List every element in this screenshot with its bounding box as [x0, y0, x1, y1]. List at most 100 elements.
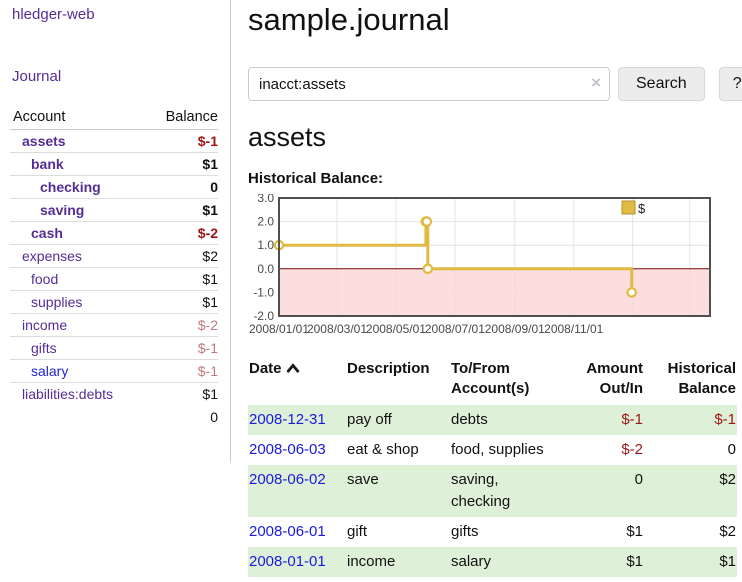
hledger-web-link[interactable]: hledger-web [12, 6, 95, 23]
historical-balance-column-header: Historical Balance [667, 360, 736, 397]
data-point-marker [421, 216, 433, 227]
search-button[interactable]: Search [618, 67, 705, 101]
date-column-header[interactable]: Date [248, 357, 346, 405]
account-row: food $1 [10, 267, 218, 291]
transaction-description: save [347, 471, 379, 488]
account-row: saving $1 [10, 198, 218, 222]
main-content: sample.journal × Search ? assets Histori… [231, 0, 742, 582]
x-axis-tick: 2008/07/01 [425, 322, 485, 336]
search-input[interactable] [248, 67, 610, 101]
x-axis-tick: 2008/09/01 [485, 322, 545, 336]
help-button[interactable]: ? [718, 67, 742, 101]
sidebar: hledger-web Journal Account Balance asse… [0, 0, 231, 462]
account-balance: $1 [145, 152, 218, 176]
account-balance: $-1 [145, 336, 218, 360]
sidebar-account-supplies[interactable]: supplies [31, 294, 83, 310]
y-axis-tick: 3.0 [257, 194, 274, 205]
transaction-amount: $-2 [621, 441, 643, 458]
transaction-amount: $1 [626, 523, 643, 540]
sidebar-account-liabilities-debts[interactable]: liabilities:debts [22, 386, 114, 402]
balance-column-header: Balance [145, 106, 218, 130]
sidebar-account-assets[interactable]: assets [22, 133, 66, 149]
account-row: liabilities:debts $1 [10, 382, 218, 405]
app-brand: hledger-web [12, 6, 230, 24]
y-axis-tick: -1.0 [253, 285, 274, 299]
account-row: checking 0 [10, 175, 218, 199]
transaction-date-link[interactable]: 2008-01-01 [249, 553, 326, 570]
legend-label: $ [638, 201, 646, 216]
sidebar-nav: Journal [12, 68, 230, 86]
transactions-header-row: Date Description To/From Account(s) Amou… [248, 357, 737, 405]
sidebar-account-saving[interactable]: saving [40, 202, 85, 218]
account-balance: $2 [145, 244, 218, 268]
y-axis-tick: -2.0 [253, 309, 274, 323]
sidebar-account-expenses[interactable]: expenses [22, 248, 82, 264]
chart-title: Historical Balance: [248, 170, 384, 187]
description-column-header: Description [347, 360, 430, 377]
transaction-date-link[interactable]: 2008-06-02 [249, 471, 326, 488]
account-row: expenses $2 [10, 244, 218, 268]
transaction-description: pay off [347, 411, 392, 428]
accounts-column-header: Account [10, 106, 146, 130]
transactions-table: Date Description To/From Account(s) Amou… [248, 357, 737, 577]
account-row: income $-2 [10, 313, 218, 337]
page-title: sample.journal [248, 2, 450, 37]
transaction-balance: $-1 [714, 411, 736, 428]
account-balance: $1 [145, 198, 218, 222]
transaction-accounts: saving, checking [451, 471, 511, 510]
transaction-row: 2008-06-03 eat & shop food, supplies $-2 0 [248, 435, 737, 465]
transaction-accounts: gifts [451, 523, 479, 540]
transaction-amount: $-1 [621, 411, 643, 428]
search-box: × [248, 67, 610, 101]
transaction-row: 2008-06-01 gift gifts $1 $2 [248, 517, 737, 547]
account-balance: $1 [145, 382, 218, 405]
accounts-table: Account Balance assets $-1 bank $1 checking 0… [10, 106, 218, 429]
accounts-total-row: 0 [10, 405, 218, 429]
x-axis-tick: 2008/01/01 [249, 322, 309, 336]
transaction-accounts: debts [451, 411, 488, 428]
account-row: cash $-2 [10, 221, 218, 245]
sidebar-account-gifts[interactable]: gifts [31, 340, 57, 356]
account-balance: $-2 [145, 221, 218, 245]
amount-column-header: Amount Out/In [586, 360, 643, 397]
y-axis-tick: 1.0 [257, 238, 274, 252]
chart-container: $3.0 2.0 1.0 0.0 -1.0 -2.0 2008/01/01 2008/03/0… [248, 191, 742, 346]
x-axis-tick: 2008/11/01 [544, 322, 603, 336]
historical-balance-chart: $3.0 2.0 1.0 0.0 -1.0 -2.02008/01/012008/03/0… [249, 191, 711, 336]
y-axis-tick: 2.0 [257, 215, 274, 229]
x-axis-tick: 2008/05/01 [366, 322, 426, 336]
sidebar-account-food[interactable]: food [31, 271, 59, 287]
transaction-date-link[interactable]: 2008-06-03 [249, 441, 326, 458]
x-axis-tick: 2008/03/01 [307, 322, 367, 336]
sort-ascending-icon [286, 359, 300, 379]
account-row: gifts $-1 [10, 336, 218, 360]
transaction-amount: 0 [634, 471, 643, 488]
sidebar-account-salary[interactable]: salary [31, 363, 69, 379]
sidebar-account-cash[interactable]: cash [31, 225, 63, 241]
transaction-accounts: salary [451, 553, 492, 570]
sidebar-account-checking[interactable]: checking [40, 179, 101, 195]
clear-search-icon[interactable]: × [591, 73, 601, 92]
transaction-date-link[interactable]: 2008-06-01 [249, 523, 326, 540]
transaction-accounts: food, supplies [451, 441, 544, 458]
sidebar-account-income[interactable]: income [22, 317, 68, 333]
search-form: × Search ? [248, 67, 742, 101]
account-row: supplies $1 [10, 290, 218, 314]
account-row: assets $-1 [10, 130, 218, 153]
transaction-balance: $2 [719, 523, 736, 540]
sidebar-account-bank[interactable]: bank [31, 156, 64, 172]
transaction-row: 2008-01-01 income salary $1 $1 [248, 547, 737, 577]
transaction-description: income [347, 553, 396, 570]
transaction-balance: $1 [719, 553, 736, 570]
account-row: salary $-1 [10, 359, 218, 383]
account-balance: $1 [145, 290, 218, 314]
transaction-balance: 0 [727, 441, 736, 458]
accounts-tofrom-column-header: To/From Account(s) [451, 360, 530, 397]
sidebar-item-journal[interactable]: Journal [12, 68, 62, 85]
transaction-row: 2008-06-02 save saving, checking 0 $2 [248, 465, 737, 517]
legend-swatch-icon [621, 200, 636, 215]
account-balance: $-1 [197, 133, 218, 149]
transaction-date-link[interactable]: 2008-12-31 [249, 411, 326, 428]
transaction-description: eat & shop [347, 441, 419, 458]
